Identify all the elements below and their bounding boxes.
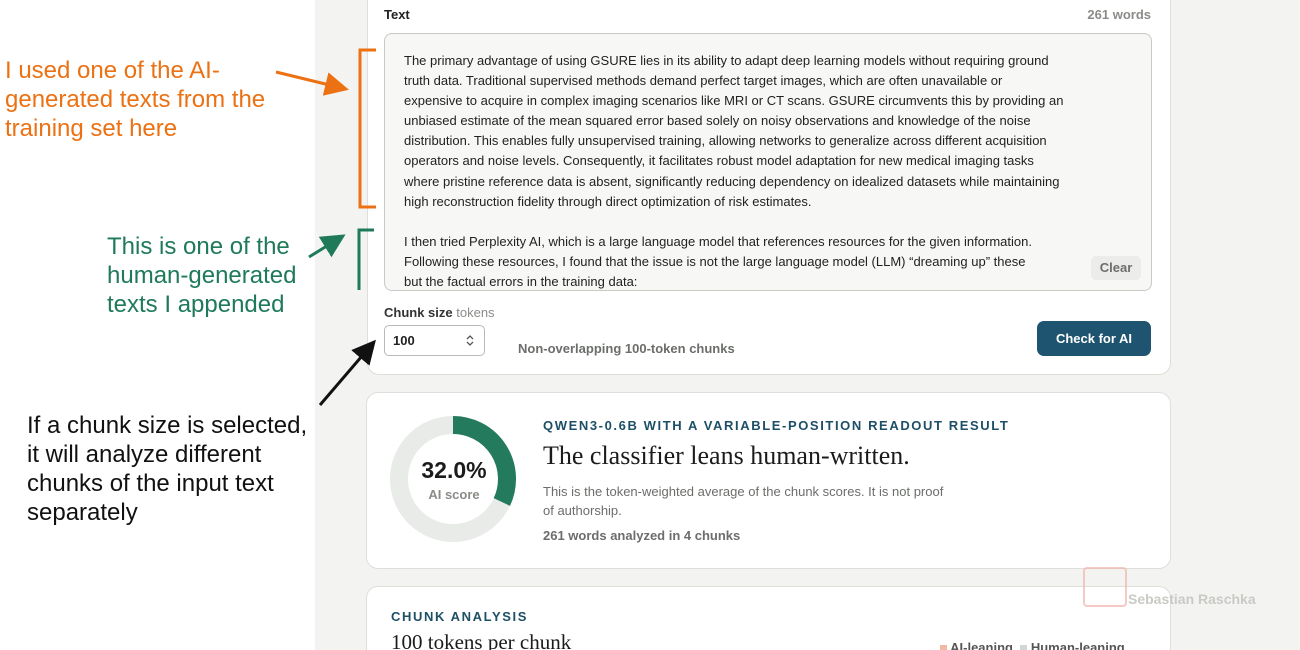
paragraph: The primary advantage of using GSURE lie… — [385, 51, 1151, 212]
chunk-size-select[interactable]: 100 — [384, 325, 485, 356]
text-line: operators and noise levels. Consequently… — [404, 153, 1034, 169]
chunk-size-value: 100 — [393, 333, 415, 348]
chunk-note: Non-overlapping 100-token chunks — [518, 341, 735, 356]
text-line: but the factual errors in the training d… — [404, 274, 638, 290]
text-input[interactable]: The primary advantage of using GSURE lie… — [384, 33, 1152, 291]
text-line: Following these resources, I found that … — [404, 253, 1026, 269]
annotation: This is one of the human-generated texts… — [107, 232, 296, 319]
spinner-icon — [466, 335, 474, 346]
unit: tokens — [456, 305, 495, 320]
bracket — [358, 48, 376, 209]
legend-label: AI-leaning — [950, 640, 1013, 650]
score-caption: AI score — [428, 487, 480, 502]
annotation-line: This is one of the — [107, 233, 290, 260]
text-label: Text — [384, 7, 410, 22]
annotation: I used one of the AI- generated texts fr… — [5, 56, 265, 143]
legend-swatch — [940, 645, 947, 650]
annotation-line: chunks of the input text — [27, 470, 274, 497]
score-donut — [390, 416, 516, 542]
chunk-legend: AI-leaning Human-leaning — [940, 640, 1125, 650]
description-line: This is the token-weighted average of th… — [543, 484, 944, 499]
annotation-line: separately — [27, 499, 138, 526]
text-line: I then tried Perplexity AI, which is a l… — [404, 233, 1032, 249]
chunk-card — [366, 586, 1171, 650]
text-line: The primary advantage of using GSURE lie… — [404, 53, 1049, 68]
result-summary: 261 words analyzed in 4 chunks — [543, 528, 741, 543]
text-line: truth data. Traditional supervised metho… — [404, 73, 1003, 89]
text-content: The primary advantage of using GSURE lie… — [385, 34, 1151, 290]
annotation-line: If a chunk size is selected, — [27, 412, 308, 439]
annotation-line: generated texts from the — [5, 86, 266, 113]
chunk-size-label: Chunk size tokens — [384, 305, 495, 320]
clear-button[interactable]: Clear — [1091, 256, 1141, 280]
result-eyebrow: QWEN3-0.6B WITH A VARIABLE-POSITION READ… — [543, 418, 1010, 433]
watermark-icon — [1083, 567, 1127, 607]
annotation-line: it will analyze different — [27, 441, 262, 468]
description-line: of authorship. — [543, 503, 622, 518]
text-line: unbiased estimate of the mean squared er… — [404, 113, 1031, 129]
annotation-line: texts I appended — [107, 291, 285, 318]
text-line: high reconstruction fidelity through dir… — [404, 193, 812, 209]
label: Chunk size — [384, 305, 453, 320]
annotation: If a chunk size is selected, it will ana… — [27, 411, 307, 527]
bracket — [357, 228, 374, 290]
annotation-line: training set here — [5, 115, 178, 142]
arrow — [275, 70, 349, 96]
paragraph: I then tried Perplexity AI, which is a l… — [385, 232, 1151, 290]
text-line: where pristine reference data is absent,… — [404, 173, 1060, 189]
result-description: This is the token-weighted average of th… — [543, 482, 943, 520]
chunk-heading: 100 tokens per chunk — [391, 630, 572, 650]
word-count: 261 words — [1087, 7, 1151, 22]
legend-swatch — [1020, 645, 1028, 650]
result-headline: The classifier leans human-written. — [543, 441, 910, 470]
chunk-eyebrow: CHUNK ANALYSIS — [391, 609, 529, 624]
text-line: distribution. This enables fully unsuper… — [404, 133, 1047, 149]
check-button[interactable]: Check for AI — [1037, 321, 1151, 356]
watermark: Sebastian Raschka — [1128, 591, 1256, 607]
score-label: 32.0% — [421, 457, 487, 483]
legend-label: Human-leaning — [1030, 640, 1125, 650]
text-line: expensive to acquire in complex imaging … — [404, 93, 1064, 109]
donut-arc — [452, 416, 516, 506]
arrow — [308, 234, 346, 259]
arrow — [318, 339, 376, 406]
annotation-line: human-generated — [107, 262, 297, 289]
annotation-line: I used one of the AI- — [5, 57, 220, 84]
